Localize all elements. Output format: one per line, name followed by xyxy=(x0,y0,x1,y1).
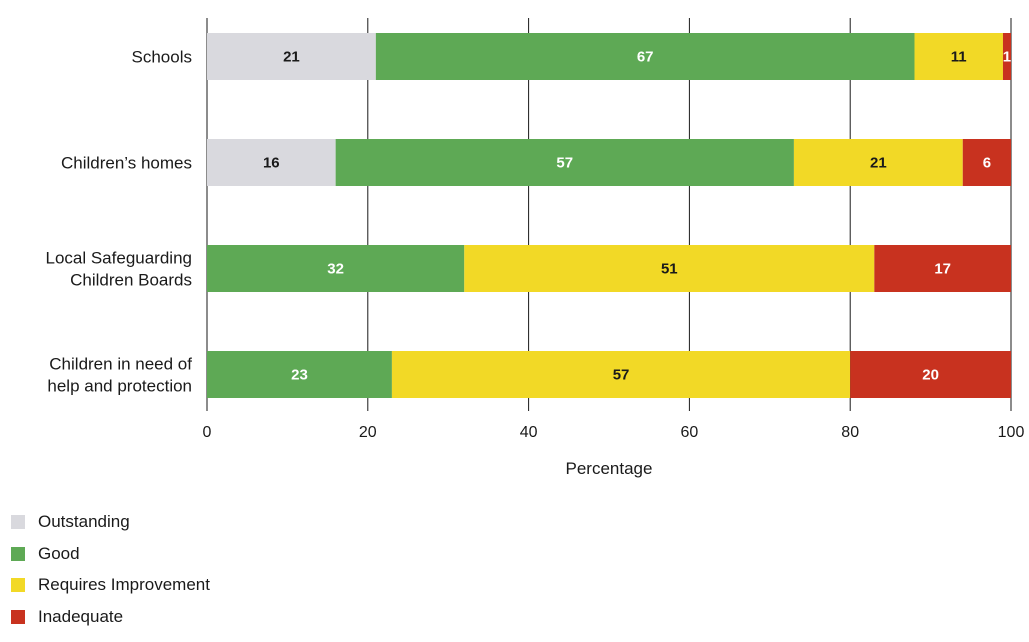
bar-segment xyxy=(914,33,1003,80)
legend-label: Good xyxy=(38,543,80,563)
data-label: 51 xyxy=(661,261,678,278)
data-label: 20 xyxy=(922,367,939,384)
category-label: Local Safeguarding Children Boards xyxy=(45,249,192,290)
bar-segment xyxy=(962,139,1011,186)
bar-segment xyxy=(464,245,875,292)
legend-label: Inadequate xyxy=(38,606,124,626)
bar-segment xyxy=(207,351,392,398)
legend-swatch xyxy=(11,515,25,529)
data-label: 57 xyxy=(613,367,630,384)
data-label: 57 xyxy=(556,155,573,172)
category-labels: Schools Children’s homes Local Safeguardin… xyxy=(45,48,192,396)
gridlines xyxy=(206,18,1012,411)
legend-item: Good xyxy=(11,544,210,564)
bar-segment xyxy=(874,245,1011,292)
legend-item: Requires Improvement xyxy=(11,575,210,595)
bar-segment xyxy=(207,245,465,292)
legend-item: Outstanding xyxy=(11,512,210,532)
bar-segment xyxy=(850,351,1011,398)
data-label: 6 xyxy=(983,155,991,172)
x-tick-label: 60 xyxy=(681,424,699,441)
legend-item: Inadequate xyxy=(11,607,210,627)
data-label: 11 xyxy=(951,49,967,66)
x-tick-label: 0 xyxy=(203,424,212,441)
category-label: Children’s homes xyxy=(61,154,192,173)
x-tick-labels: 0 20 40 60 80 100 xyxy=(203,424,1025,441)
bar-segment xyxy=(207,139,336,186)
legend-label: Outstanding xyxy=(38,512,130,531)
bar-segment xyxy=(375,33,915,80)
data-label: 16 xyxy=(263,155,280,172)
legend-swatch xyxy=(11,609,25,624)
x-tick-label: 100 xyxy=(998,424,1025,441)
x-tick-label: 40 xyxy=(520,424,538,441)
category-label: Children in need of help and protection xyxy=(47,355,192,396)
category-label: Schools xyxy=(132,48,192,67)
bar-segment xyxy=(207,33,376,80)
bar-segment xyxy=(1002,33,1011,80)
legend-swatch xyxy=(11,546,25,561)
bar-segment xyxy=(391,351,851,398)
data-label: 17 xyxy=(934,261,951,278)
x-tick-label: 80 xyxy=(841,424,859,441)
data-label: 67 xyxy=(637,49,654,66)
x-tick-label: 20 xyxy=(359,424,377,441)
legend-label: Requires Improvement xyxy=(38,575,210,594)
bar-segment xyxy=(335,139,794,186)
legend-swatch xyxy=(11,578,25,592)
legend: Outstanding Good Requires Improvement Inade… xyxy=(11,512,210,638)
data-label: 1 xyxy=(1003,49,1011,66)
bar-segment xyxy=(793,139,963,186)
data-label: 21 xyxy=(870,155,887,172)
data-label: 32 xyxy=(327,261,344,278)
x-axis-title: Percentage xyxy=(566,459,653,478)
data-label: 23 xyxy=(291,367,308,384)
data-label: 21 xyxy=(283,49,300,66)
